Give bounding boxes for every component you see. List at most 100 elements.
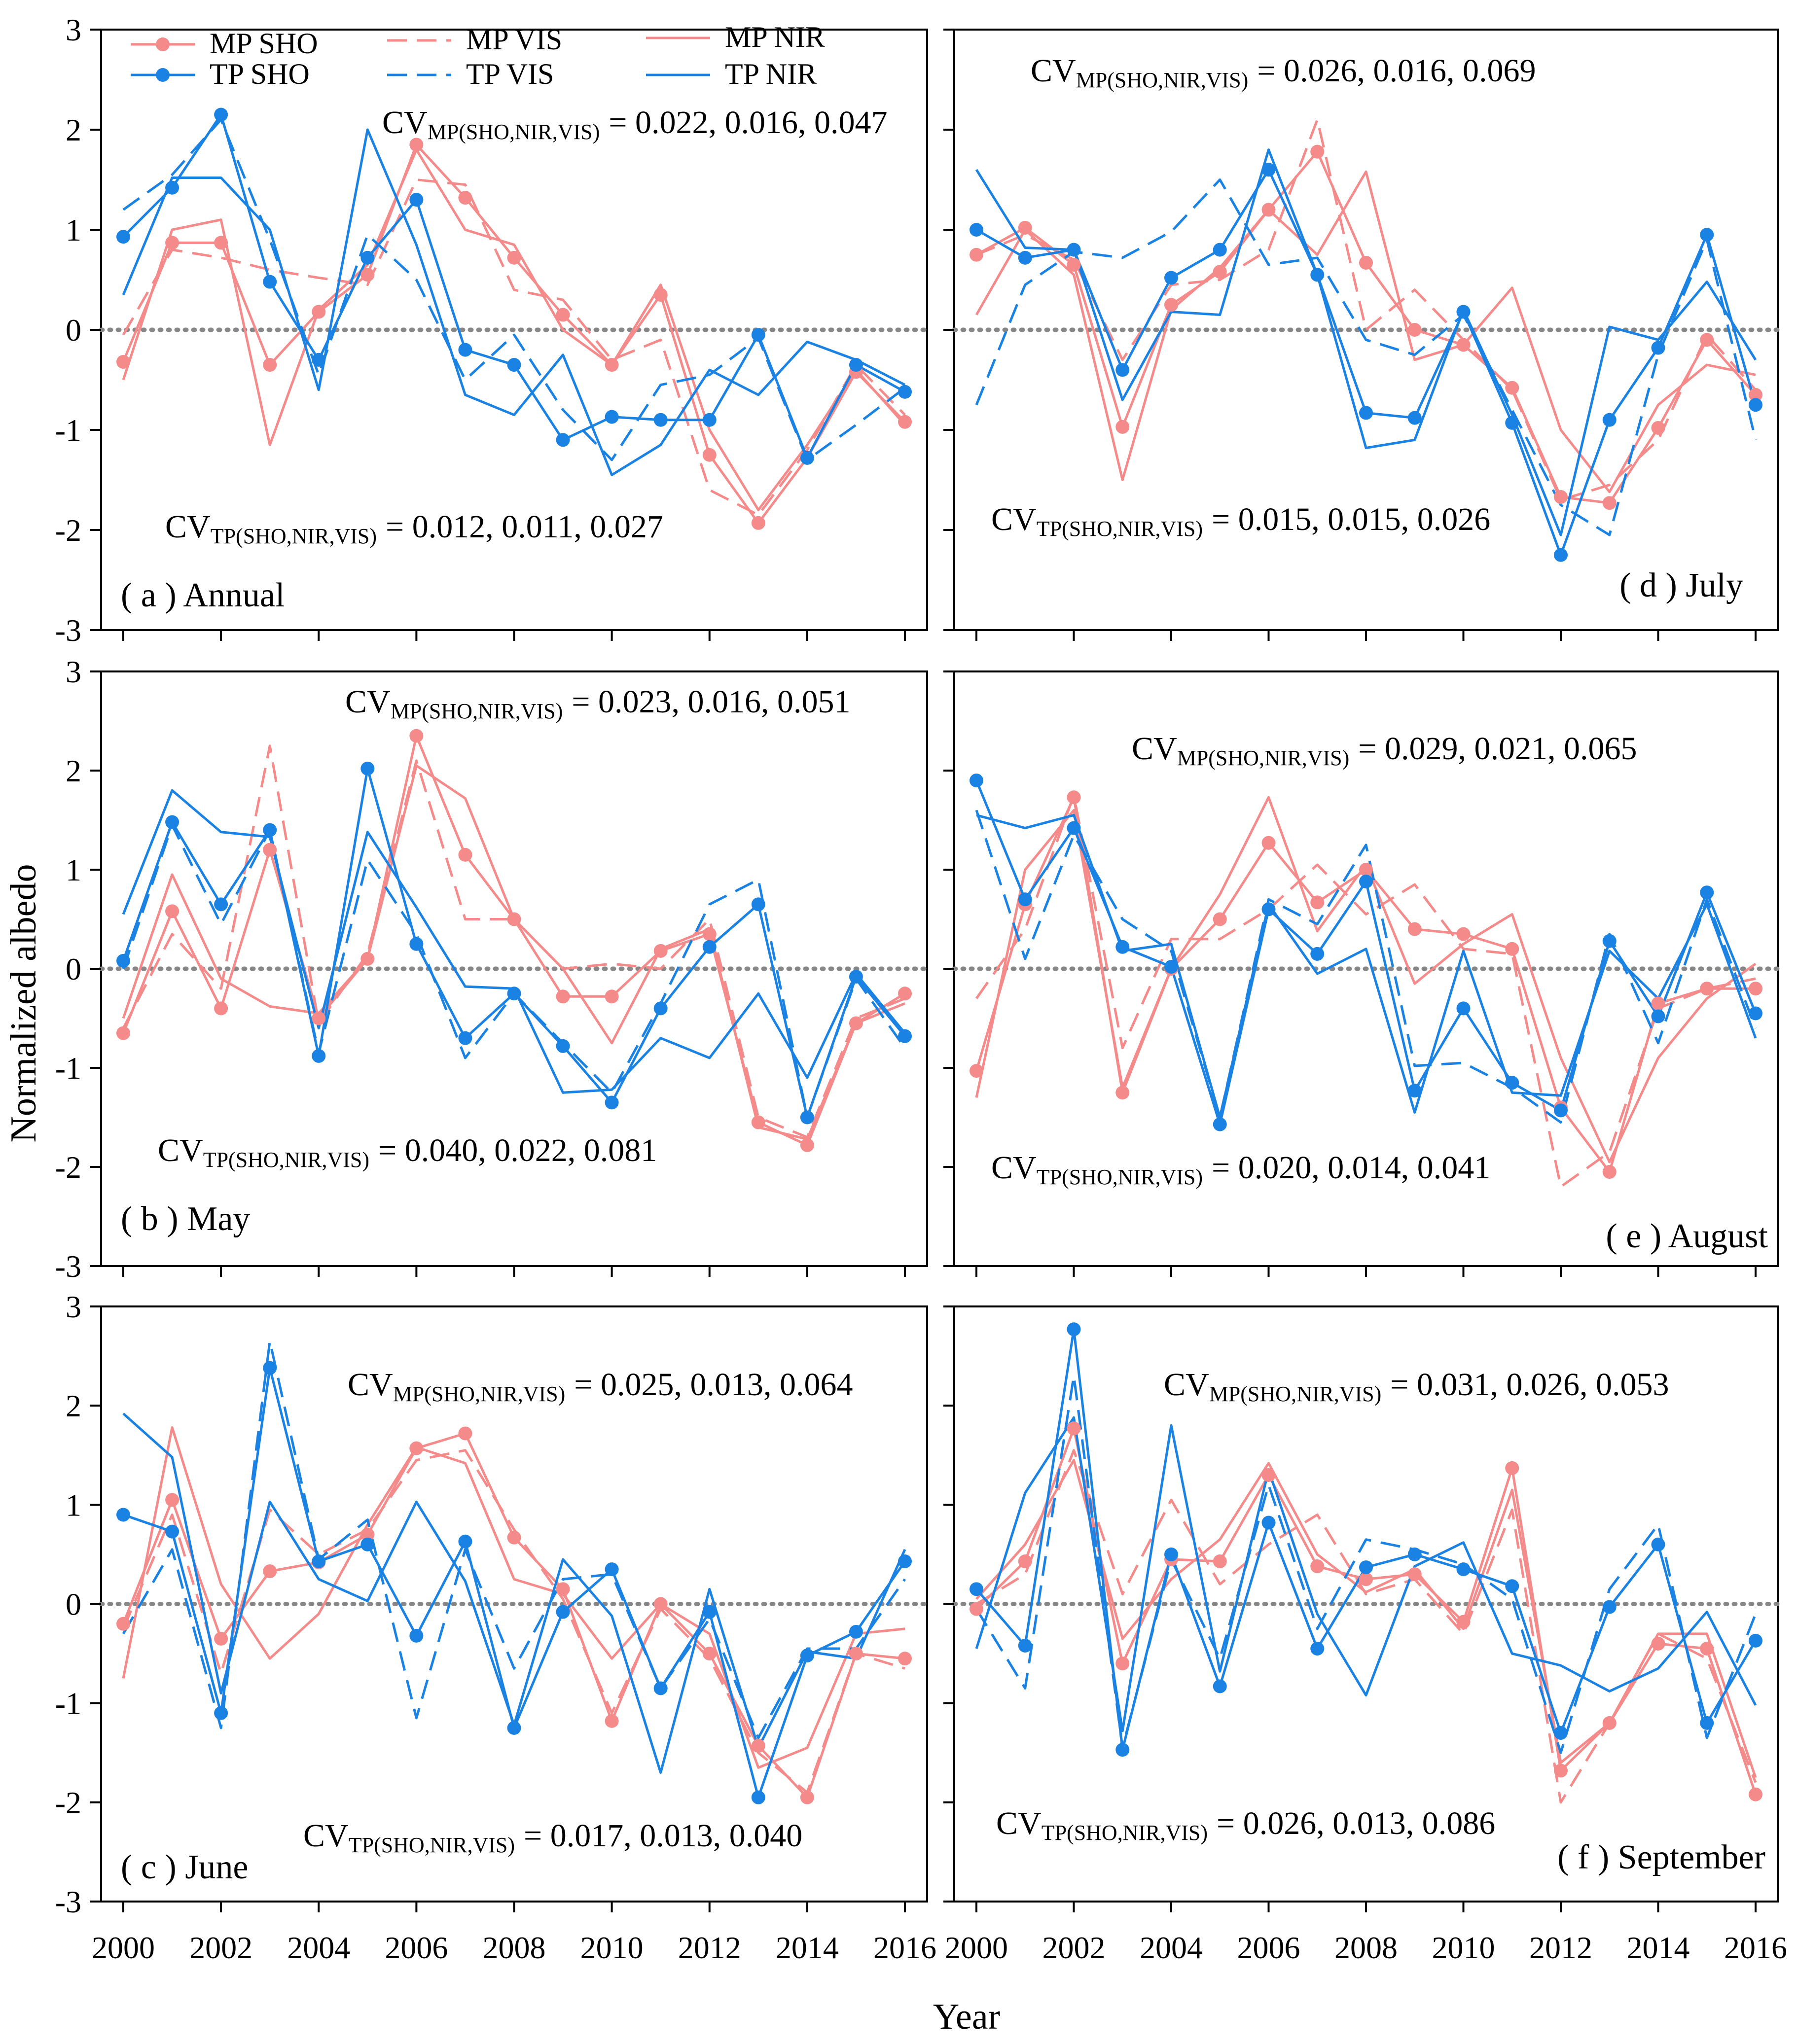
data-point-tp-sho xyxy=(1749,398,1762,412)
cv-tp-annotation-label: CV xyxy=(303,1818,349,1854)
data-point-tp-sho xyxy=(1359,1560,1373,1575)
cv-mp-annotation-values: = 0.022, 0.016, 0.047 xyxy=(609,105,887,141)
cv-tp-annotation-label: CV xyxy=(996,1805,1042,1841)
data-point-mp-sho xyxy=(214,1631,228,1646)
data-point-mp-sho xyxy=(653,287,668,302)
data-point-tp-sho xyxy=(653,1681,668,1695)
data-point-tp-sho xyxy=(165,180,180,195)
data-point-mp-sho xyxy=(1310,1559,1325,1574)
series-line-mp-nir xyxy=(975,170,1756,493)
x-tick-label: 2000 xyxy=(945,1930,1008,1965)
data-point-mp-sho xyxy=(970,247,983,262)
data-point-tp-sho xyxy=(898,1029,912,1043)
cv-mp-annotation-subscript: MP(SHO,NIR,VIS) xyxy=(391,699,563,723)
data-point-mp-sho xyxy=(1261,203,1276,217)
cv-mp-annotation-subscript: MP(SHO,NIR,VIS) xyxy=(428,120,600,144)
data-point-mp-sho xyxy=(751,1115,765,1129)
y-tick-label: 3 xyxy=(66,654,81,689)
data-point-tp-sho xyxy=(360,1537,375,1551)
data-point-mp-sho xyxy=(507,1530,521,1545)
data-point-mp-sho xyxy=(898,415,912,429)
cv-mp-annotation: CVMP(SHO,NIR,VIS) = 0.022, 0.016, 0.047 xyxy=(382,105,888,144)
x-tick-label: 2012 xyxy=(1529,1930,1592,1965)
cv-mp-annotation-label: CV xyxy=(345,684,391,720)
data-point-tp-sho xyxy=(751,1790,765,1804)
data-point-mp-sho xyxy=(1164,298,1178,312)
cv-tp-annotation-values: = 0.012, 0.011, 0.027 xyxy=(386,509,663,545)
data-point-tp-sho xyxy=(1164,1547,1178,1561)
data-point-mp-sho xyxy=(556,1582,570,1596)
legend: MP SHO MP VIS MP NIR TP SHO TP VIS TP NIR xyxy=(131,21,825,90)
data-point-tp-sho xyxy=(1505,1579,1519,1593)
x-tick-label: 2004 xyxy=(287,1930,350,1965)
data-point-mp-sho xyxy=(1213,1554,1227,1568)
cv-tp-annotation: CVTP(SHO,NIR,VIS) = 0.015, 0.015, 0.026 xyxy=(991,501,1490,541)
y-tick-label: -2 xyxy=(55,1785,81,1820)
cv-mp-annotation: CVMP(SHO,NIR,VIS) = 0.031, 0.026, 0.053 xyxy=(1164,1367,1669,1406)
legend-label: TP SHO xyxy=(210,58,310,90)
data-point-tp-sho xyxy=(970,774,983,788)
data-point-tp-sho xyxy=(214,1706,228,1720)
data-point-tp-sho xyxy=(605,1562,619,1577)
x-tick-label: 2014 xyxy=(776,1930,839,1965)
series-line-tp-vis xyxy=(975,178,1757,536)
cv-tp-annotation-values: = 0.015, 0.015, 0.026 xyxy=(1212,501,1490,537)
panel-6: 2000 2002 2004 2006 2008 2010 2012 2014 2016CVMP… xyxy=(943,1305,1787,1965)
data-point-tp-sho xyxy=(751,328,765,342)
cv-mp-annotation-subscript: MP(SHO,NIR,VIS) xyxy=(1177,746,1350,770)
data-point-tp-sho xyxy=(1359,875,1373,889)
data-point-tp-sho xyxy=(409,1628,424,1643)
data-point-mp-sho xyxy=(1115,1086,1130,1100)
data-point-tp-sho xyxy=(1700,885,1714,900)
data-point-mp-sho xyxy=(409,1441,424,1455)
data-point-mp-sho xyxy=(360,268,375,282)
data-point-mp-sho xyxy=(116,1617,130,1631)
series-line-tp-vis xyxy=(122,118,906,461)
panel-title: ( c ) June xyxy=(121,1848,249,1886)
data-point-mp-sho xyxy=(165,904,180,918)
x-tick-label: 2012 xyxy=(678,1930,741,1965)
data-point-tp-sho xyxy=(507,987,521,1001)
y-tick-label: 1 xyxy=(66,1487,81,1522)
data-point-mp-sho xyxy=(507,912,521,926)
x-tick-label: 2010 xyxy=(1432,1930,1495,1965)
data-point-mp-sho xyxy=(970,1064,983,1078)
data-point-mp-sho xyxy=(409,729,424,743)
data-point-tp-sho xyxy=(1651,1009,1665,1023)
data-point-mp-sho xyxy=(1115,420,1130,434)
data-point-mp-sho xyxy=(1310,895,1325,910)
data-point-tp-sho xyxy=(1359,406,1373,420)
cv-tp-annotation-values: = 0.026, 0.013, 0.086 xyxy=(1217,1805,1495,1841)
data-point-tp-sho xyxy=(605,1095,619,1110)
data-point-mp-sho xyxy=(653,944,668,958)
data-point-tp-sho xyxy=(165,815,180,829)
data-point-tp-sho xyxy=(263,823,277,837)
data-point-mp-sho xyxy=(1651,1636,1665,1651)
data-point-tp-sho xyxy=(970,1582,983,1596)
data-point-tp-sho xyxy=(898,385,912,399)
data-point-tp-sho xyxy=(556,1039,570,1053)
data-point-tp-sho xyxy=(800,1110,814,1125)
data-point-tp-sho xyxy=(1213,1117,1227,1131)
data-point-mp-sho xyxy=(1067,1421,1081,1436)
data-point-mp-sho xyxy=(702,1647,717,1661)
data-point-tp-sho xyxy=(605,410,619,424)
data-point-mp-sho xyxy=(751,516,765,530)
data-point-tp-sho xyxy=(800,451,814,465)
data-point-mp-sho xyxy=(1700,1642,1714,1656)
y-tick-label: -2 xyxy=(55,1150,81,1185)
data-point-mp-sho xyxy=(214,1001,228,1016)
cv-tp-annotation-subscript: TP(SHO,NIR,VIS) xyxy=(1042,1821,1208,1845)
data-point-tp-sho xyxy=(556,1605,570,1619)
series-line-tp-nir xyxy=(976,813,1757,1119)
data-point-mp-sho xyxy=(1505,942,1519,956)
data-point-tp-sho xyxy=(1456,1001,1471,1016)
series-line-mp-vis xyxy=(122,178,906,517)
data-point-tp-sho xyxy=(1018,250,1032,265)
cv-tp-annotation-subscript: TP(SHO,NIR,VIS) xyxy=(349,1833,515,1857)
cv-mp-annotation: CVMP(SHO,NIR,VIS) = 0.025, 0.013, 0.064 xyxy=(348,1367,853,1406)
data-point-tp-sho xyxy=(458,343,472,357)
cv-tp-annotation-subscript: TP(SHO,NIR,VIS) xyxy=(1037,517,1203,541)
cv-tp-annotation-label: CV xyxy=(165,509,211,545)
